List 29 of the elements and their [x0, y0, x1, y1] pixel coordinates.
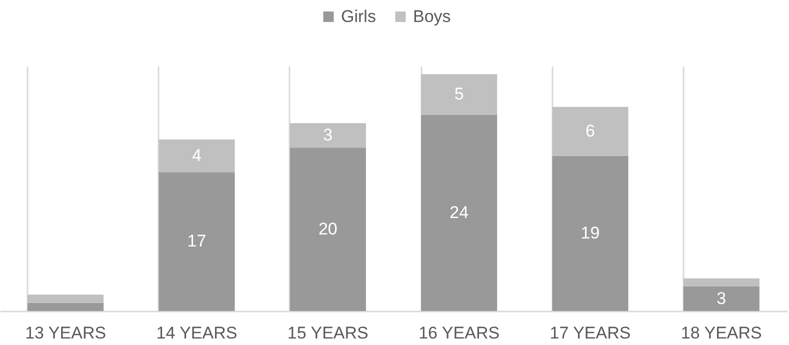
- data-label: 24: [450, 203, 469, 222]
- bar: [290, 148, 366, 311]
- data-label: 4: [192, 146, 202, 165]
- data-label: 19: [580, 223, 600, 242]
- bar: [28, 302, 104, 311]
- x-tick-label: 15 YEARS: [287, 324, 368, 342]
- legend-label: Boys: [413, 6, 451, 26]
- bar: [683, 278, 760, 286]
- data-label: 3: [716, 288, 726, 308]
- bar: [421, 74, 498, 115]
- bar: [290, 123, 366, 148]
- bar: [28, 294, 104, 303]
- legend-label: Girls: [341, 6, 376, 26]
- x-tick-label: 16 YEARS: [418, 324, 500, 342]
- bar: [683, 286, 760, 311]
- data-label: 6: [586, 121, 595, 140]
- bar: [552, 106, 628, 156]
- x-tick-label: 13 YEARS: [25, 324, 106, 342]
- x-tick-label: 18 YEARS: [680, 324, 762, 342]
- data-label: 3: [323, 125, 333, 144]
- bar: [158, 172, 235, 311]
- x-tick-label: 14 YEARS: [156, 324, 238, 342]
- data-label: 20: [318, 219, 338, 238]
- x-tick-label: 17 YEARS: [550, 324, 631, 342]
- data-label: 5: [454, 84, 464, 104]
- data-label: 17: [187, 232, 206, 251]
- bar: [552, 156, 628, 311]
- bar: [421, 115, 498, 311]
- bar: [158, 140, 235, 172]
